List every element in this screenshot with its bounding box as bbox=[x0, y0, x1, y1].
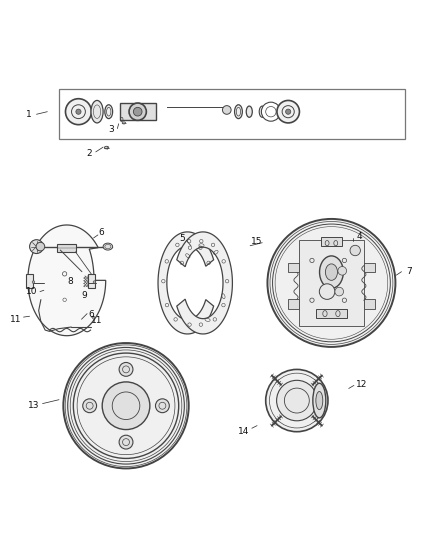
Circle shape bbox=[119, 362, 133, 376]
Bar bbox=[88, 274, 95, 288]
Circle shape bbox=[66, 99, 92, 125]
Text: 12: 12 bbox=[356, 379, 367, 389]
Bar bbox=[364, 300, 374, 309]
Circle shape bbox=[286, 109, 291, 114]
Polygon shape bbox=[177, 232, 233, 334]
Circle shape bbox=[155, 399, 170, 413]
Ellipse shape bbox=[91, 100, 103, 123]
Text: 7: 7 bbox=[406, 267, 412, 276]
Circle shape bbox=[223, 106, 231, 114]
Circle shape bbox=[32, 281, 35, 284]
Text: 8: 8 bbox=[67, 277, 73, 286]
Circle shape bbox=[129, 103, 146, 120]
Circle shape bbox=[93, 281, 96, 284]
Ellipse shape bbox=[316, 391, 323, 410]
Text: 10: 10 bbox=[26, 287, 38, 296]
Circle shape bbox=[261, 102, 280, 121]
Text: 3: 3 bbox=[108, 125, 114, 134]
Bar bbox=[59, 89, 405, 139]
Bar bbox=[364, 263, 374, 272]
Bar bbox=[120, 103, 156, 120]
Text: 6: 6 bbox=[99, 228, 104, 237]
Circle shape bbox=[83, 399, 96, 413]
Text: 6: 6 bbox=[88, 310, 94, 319]
Bar bbox=[57, 244, 76, 252]
Ellipse shape bbox=[104, 146, 109, 149]
Circle shape bbox=[277, 381, 317, 421]
Circle shape bbox=[36, 243, 45, 251]
Polygon shape bbox=[158, 232, 214, 334]
Circle shape bbox=[266, 369, 328, 432]
Text: 15: 15 bbox=[251, 237, 263, 246]
Text: 9: 9 bbox=[81, 292, 87, 301]
Bar bbox=[288, 300, 299, 309]
Circle shape bbox=[134, 107, 142, 116]
Circle shape bbox=[30, 240, 43, 254]
Text: 1: 1 bbox=[26, 110, 32, 119]
Circle shape bbox=[268, 219, 396, 347]
Ellipse shape bbox=[246, 106, 252, 117]
Text: 2: 2 bbox=[86, 149, 92, 158]
Circle shape bbox=[119, 435, 133, 449]
Text: 4: 4 bbox=[357, 232, 362, 241]
Circle shape bbox=[76, 109, 81, 114]
Bar bbox=[316, 309, 346, 318]
Text: 5: 5 bbox=[180, 234, 185, 243]
Ellipse shape bbox=[259, 106, 265, 117]
Ellipse shape bbox=[122, 122, 126, 124]
Circle shape bbox=[102, 382, 150, 430]
Polygon shape bbox=[28, 225, 106, 336]
Ellipse shape bbox=[103, 243, 113, 250]
Text: 11: 11 bbox=[91, 316, 103, 325]
Text: 13: 13 bbox=[28, 401, 40, 410]
Bar bbox=[288, 263, 299, 272]
Circle shape bbox=[64, 343, 189, 469]
Text: 11: 11 bbox=[10, 315, 21, 324]
Circle shape bbox=[338, 266, 346, 275]
Text: 14: 14 bbox=[238, 427, 250, 436]
Ellipse shape bbox=[325, 264, 338, 280]
Ellipse shape bbox=[320, 256, 343, 288]
Circle shape bbox=[319, 284, 335, 300]
Ellipse shape bbox=[105, 105, 113, 119]
Bar bbox=[26, 274, 33, 288]
Ellipse shape bbox=[235, 105, 242, 119]
Circle shape bbox=[277, 100, 300, 123]
Circle shape bbox=[335, 287, 343, 296]
Ellipse shape bbox=[313, 383, 326, 418]
Bar bbox=[321, 237, 342, 246]
Bar bbox=[299, 240, 364, 326]
Circle shape bbox=[350, 245, 360, 256]
